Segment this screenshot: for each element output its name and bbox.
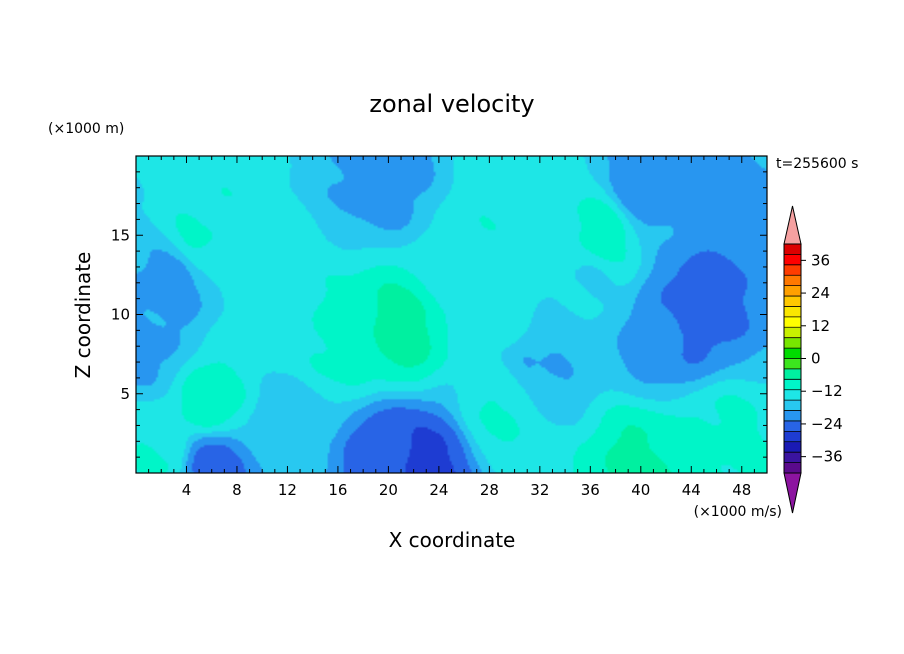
x-tick-label: 32	[530, 481, 549, 499]
x-tick-label: 24	[429, 481, 448, 499]
x-tick-label: 44	[682, 481, 701, 499]
colorbar-band	[784, 337, 801, 349]
colorbar-band	[784, 462, 801, 474]
colorbar-band	[784, 452, 801, 463]
contour-field	[136, 156, 767, 473]
colorbar-band	[784, 431, 801, 443]
colorbar-band	[784, 244, 801, 255]
x-tick-label: 8	[232, 481, 242, 499]
x-tick-label: 16	[328, 481, 347, 499]
x-tick-label: 4	[182, 481, 192, 499]
colorbar-band	[784, 264, 801, 276]
y-axis: 5 10 15	[111, 171, 767, 458]
colorbar-over-arrow	[783, 205, 802, 245]
colorbar-band	[784, 368, 801, 380]
time-label: t=255600 s	[776, 156, 858, 172]
colorbar-tick-label: 24	[811, 284, 830, 302]
chart-title: zonal velocity	[369, 90, 534, 118]
y-axis-title: Z coordinate	[71, 252, 95, 379]
x-tick-label: 40	[631, 481, 650, 499]
colorbar: 36 24 12 0 −12 −24 −36	[783, 205, 843, 514]
x-tick-label: 12	[278, 481, 297, 499]
x-tick-label: 28	[480, 481, 499, 499]
x-tick-label: 36	[581, 481, 600, 499]
colorbar-band	[784, 275, 801, 287]
colorbar-band	[784, 410, 801, 422]
y-tick-label: 15	[111, 226, 130, 244]
x-tick-label: 20	[379, 481, 398, 499]
plot-area	[135, 155, 768, 474]
colorbar-band	[784, 254, 801, 266]
colorbar-band	[784, 358, 801, 370]
colorbar-band	[784, 348, 801, 359]
colorbar-band	[784, 441, 801, 453]
y-tick-label: 10	[111, 306, 130, 324]
colorbar-band	[784, 327, 801, 339]
colorbar-under-arrow	[783, 472, 802, 514]
colorbar-band	[784, 306, 801, 318]
y-tick-label: 5	[120, 385, 130, 403]
x-axis-title: X coordinate	[389, 528, 516, 552]
colorbar-tick-label: −24	[811, 415, 843, 433]
colorbar-band	[784, 285, 801, 297]
x-unit-label: (×1000 m/s)	[694, 504, 782, 520]
colorbar-band	[784, 379, 801, 391]
colorbar-band	[784, 316, 801, 328]
y-unit-label: (×1000 m)	[48, 121, 124, 137]
x-tick-label: 48	[732, 481, 751, 499]
colorbar-tick-label: 0	[811, 350, 821, 368]
colorbar-band	[784, 296, 801, 307]
colorbar-tick-label: 36	[811, 251, 830, 269]
colorbar-tick-label: 12	[811, 317, 830, 335]
colorbar-tick-label: −36	[811, 448, 843, 466]
colorbar-band	[784, 400, 801, 411]
x-axis: 4 8 12 16 20 24 28 32 36 40 44 48	[148, 156, 755, 499]
colorbar-band	[784, 420, 801, 432]
colorbar-band	[784, 389, 801, 401]
colorbar-tick-label: −12	[811, 382, 843, 400]
